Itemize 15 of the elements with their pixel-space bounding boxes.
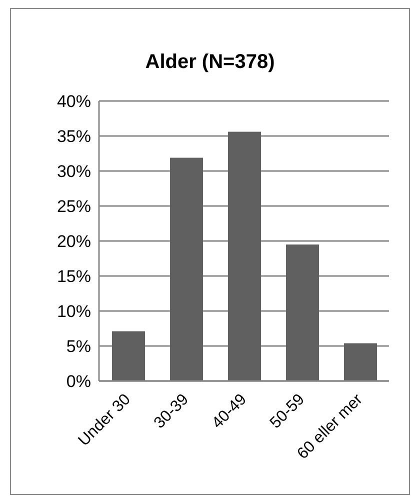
chart-title: Alder (N=378) <box>144 51 276 75</box>
y-tick-label: 10% <box>56 302 91 322</box>
y-tick-label: 5% <box>66 337 91 356</box>
bar <box>228 132 261 381</box>
y-tick-label: 15% <box>56 267 91 286</box>
bar <box>286 244 319 381</box>
bar <box>344 343 377 381</box>
y-tick-label: 30% <box>56 162 91 182</box>
y-tick-label: 0% <box>66 372 91 392</box>
y-tick-label: 25% <box>56 197 91 216</box>
y-tick-label: 20% <box>56 232 91 252</box>
bar <box>112 331 145 381</box>
y-tick-label: 40% <box>56 92 91 112</box>
y-tick-label: 35% <box>56 127 91 146</box>
bar <box>170 158 203 381</box>
